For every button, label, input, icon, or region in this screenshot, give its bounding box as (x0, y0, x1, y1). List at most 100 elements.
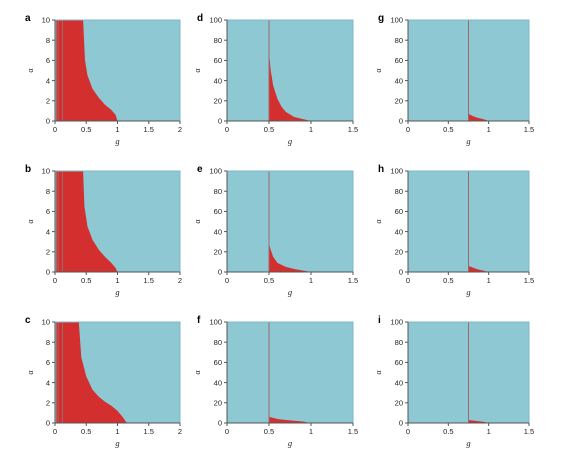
y-tick-label: 6 (46, 207, 50, 216)
x-tick-label: 2 (178, 276, 182, 285)
y-tick-label: 0 (218, 117, 222, 126)
x-tick-label: 0 (53, 427, 57, 436)
highlight-region (269, 52, 311, 121)
x-tick-label: 0.5 (81, 427, 91, 436)
x-tick-label: 0 (225, 125, 229, 134)
x-axis-label: g (466, 136, 470, 146)
x-tick-label: 1.5 (348, 125, 358, 134)
y-tick-label: 8 (46, 187, 50, 196)
highlight-region (56, 171, 118, 272)
x-axis-label: g (288, 438, 292, 448)
panel-g: 0 0.5 1 1.5 0 20 40 60 80 100 g α g (374, 13, 534, 146)
y-axis-label: α (26, 370, 35, 375)
y-tick-label: 100 (390, 167, 403, 176)
y-tick-label: 80 (395, 338, 403, 347)
x-tick-label: 1.5 (348, 276, 358, 285)
y-tick-label: 10 (42, 318, 50, 327)
y-tick-label: 60 (395, 207, 403, 216)
y-tick-label: 100 (209, 318, 222, 327)
y-tick-label: 0 (399, 117, 403, 126)
x-tick-label: 1 (115, 125, 119, 134)
x-tick-label: 0.5 (264, 276, 274, 285)
y-tick-label: 60 (395, 358, 403, 367)
x-tick-label: 0 (225, 276, 229, 285)
y-tick-label: 10 (42, 16, 50, 25)
y-tick-label: 100 (209, 167, 222, 176)
x-tick-label: 1 (115, 427, 119, 436)
y-tick-label: 100 (390, 16, 403, 25)
y-tick-label: 100 (390, 318, 403, 327)
y-tick-label: 10 (42, 167, 50, 176)
x-tick-label: 0.5 (443, 125, 453, 134)
x-axis-label: g (115, 287, 119, 297)
y-tick-label: 80 (395, 36, 403, 45)
x-axis-label: g (115, 136, 119, 146)
x-tick-label: 0 (53, 276, 57, 285)
y-tick-label: 60 (214, 56, 222, 65)
x-tick-label: 0.5 (443, 276, 453, 285)
y-tick-label: 0 (399, 268, 403, 277)
x-tick-label: 2 (178, 125, 182, 134)
y-axis-label: α (193, 219, 202, 224)
y-tick-label: 40 (395, 76, 403, 85)
x-tick-label: 0.5 (81, 276, 91, 285)
y-tick-label: 100 (209, 16, 222, 25)
panel-label: b (25, 164, 31, 175)
x-tick-label: 1 (487, 125, 491, 134)
y-tick-label: 0 (399, 419, 403, 428)
x-tick-label: 1 (487, 276, 491, 285)
y-tick-label: 20 (395, 97, 403, 106)
highlight-region (56, 322, 127, 423)
x-tick-label: 0.5 (264, 125, 274, 134)
y-tick-label: 6 (46, 358, 50, 367)
panel-f: 0 0.5 1 1.5 0 20 40 60 80 100 g α f (193, 315, 358, 448)
y-axis-label: α (374, 68, 383, 73)
y-tick-label: 60 (214, 358, 222, 367)
y-tick-label: 40 (214, 378, 222, 387)
y-tick-label: 0 (46, 117, 50, 126)
panel-label: f (197, 315, 201, 326)
x-tick-label: 1 (309, 125, 313, 134)
panel-label: e (197, 164, 203, 175)
highlight-region (468, 113, 489, 121)
y-axis-label: α (26, 68, 35, 73)
panel-label: h (378, 164, 384, 175)
y-tick-label: 40 (214, 76, 222, 85)
y-tick-label: 20 (395, 399, 403, 408)
y-axis-label: α (374, 219, 383, 224)
y-tick-label: 0 (46, 268, 50, 277)
y-tick-label: 80 (214, 187, 222, 196)
y-tick-label: 2 (46, 399, 50, 408)
y-axis-label: α (26, 219, 35, 224)
panel-label: d (197, 13, 203, 24)
x-tick-label: 1 (487, 427, 491, 436)
y-tick-label: 60 (395, 56, 403, 65)
x-tick-label: 0.5 (81, 125, 91, 134)
y-tick-label: 2 (46, 248, 50, 257)
y-axis-label: α (374, 370, 383, 375)
x-tick-label: 1.5 (524, 427, 534, 436)
x-tick-label: 1.5 (348, 427, 358, 436)
y-tick-label: 8 (46, 36, 50, 45)
x-axis-label: g (466, 438, 470, 448)
y-tick-label: 60 (214, 207, 222, 216)
y-axis-label: α (193, 370, 202, 375)
y-tick-label: 80 (395, 187, 403, 196)
y-tick-label: 20 (214, 399, 222, 408)
panel-a: 0 0.5 1 1.5 2 0 2 4 6 8 10 g α a (25, 13, 182, 146)
x-tick-label: 1.5 (524, 276, 534, 285)
y-tick-label: 80 (214, 338, 222, 347)
x-tick-label: 1 (309, 276, 313, 285)
background-region (227, 322, 353, 423)
panel-h: 0 0.5 1 1.5 0 20 40 60 80 100 g α h (374, 164, 534, 297)
highlight-region (468, 420, 489, 423)
highlight-region (468, 265, 489, 272)
panel-b: 0 0.5 1 1.5 2 0 2 4 6 8 10 g α b (25, 164, 182, 297)
x-tick-label: 0 (406, 125, 410, 134)
x-tick-label: 0 (406, 276, 410, 285)
x-axis-label: g (115, 438, 119, 448)
y-tick-label: 6 (46, 56, 50, 65)
y-tick-label: 2 (46, 97, 50, 106)
x-tick-label: 0.5 (443, 427, 453, 436)
